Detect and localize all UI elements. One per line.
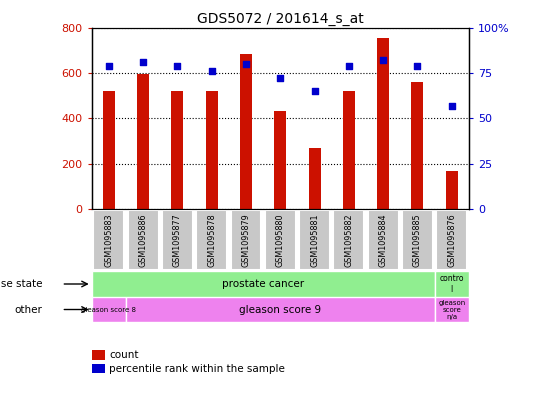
- Bar: [309, 148, 321, 209]
- Bar: [377, 38, 389, 209]
- Bar: [206, 91, 218, 209]
- Point: [447, 102, 456, 108]
- Point: [413, 62, 422, 69]
- Text: gleason
score
n/a: gleason score n/a: [438, 299, 465, 320]
- Text: GSM1095886: GSM1095886: [139, 213, 148, 267]
- Text: GSM1095879: GSM1095879: [241, 213, 251, 267]
- FancyBboxPatch shape: [92, 297, 126, 322]
- Text: GSM1095880: GSM1095880: [276, 213, 285, 267]
- Point: [173, 62, 182, 69]
- Text: gleason score 8: gleason score 8: [81, 307, 136, 312]
- Bar: [343, 91, 355, 209]
- FancyBboxPatch shape: [402, 210, 433, 270]
- FancyBboxPatch shape: [265, 210, 296, 270]
- Bar: [137, 74, 149, 209]
- Point: [241, 61, 250, 67]
- FancyBboxPatch shape: [128, 210, 158, 270]
- Point: [208, 68, 216, 74]
- FancyBboxPatch shape: [299, 210, 330, 270]
- FancyBboxPatch shape: [126, 297, 434, 322]
- FancyBboxPatch shape: [93, 210, 124, 270]
- Point: [139, 59, 147, 65]
- FancyBboxPatch shape: [196, 210, 227, 270]
- Text: contro
l: contro l: [439, 274, 464, 294]
- Bar: [240, 53, 252, 209]
- Text: other: other: [15, 305, 43, 314]
- Bar: [171, 91, 183, 209]
- Bar: [446, 171, 458, 209]
- FancyBboxPatch shape: [434, 297, 469, 322]
- Point: [105, 62, 113, 69]
- Point: [276, 75, 285, 81]
- FancyBboxPatch shape: [231, 210, 261, 270]
- Point: [344, 62, 353, 69]
- Point: [310, 88, 319, 94]
- Text: GSM1095878: GSM1095878: [207, 213, 216, 267]
- Text: GSM1095884: GSM1095884: [379, 213, 388, 267]
- Text: GSM1095885: GSM1095885: [413, 213, 422, 267]
- FancyBboxPatch shape: [162, 210, 193, 270]
- Text: count: count: [109, 350, 139, 360]
- Text: GSM1095883: GSM1095883: [104, 213, 113, 267]
- Bar: [103, 91, 115, 209]
- FancyBboxPatch shape: [92, 271, 434, 297]
- Text: GSM1095877: GSM1095877: [173, 213, 182, 267]
- FancyBboxPatch shape: [334, 210, 364, 270]
- Bar: [411, 82, 424, 209]
- Text: GSM1095876: GSM1095876: [447, 213, 457, 267]
- FancyBboxPatch shape: [434, 271, 469, 297]
- Text: gleason score 9: gleason score 9: [239, 305, 321, 314]
- Title: GDS5072 / 201614_s_at: GDS5072 / 201614_s_at: [197, 13, 364, 26]
- Text: GSM1095882: GSM1095882: [344, 213, 354, 267]
- Text: percentile rank within the sample: percentile rank within the sample: [109, 364, 285, 374]
- Text: prostate cancer: prostate cancer: [222, 279, 304, 289]
- Point: [379, 57, 388, 63]
- FancyBboxPatch shape: [437, 210, 467, 270]
- Text: GSM1095881: GSM1095881: [310, 213, 319, 267]
- FancyBboxPatch shape: [368, 210, 399, 270]
- Bar: [274, 111, 286, 209]
- Text: disease state: disease state: [0, 279, 43, 289]
